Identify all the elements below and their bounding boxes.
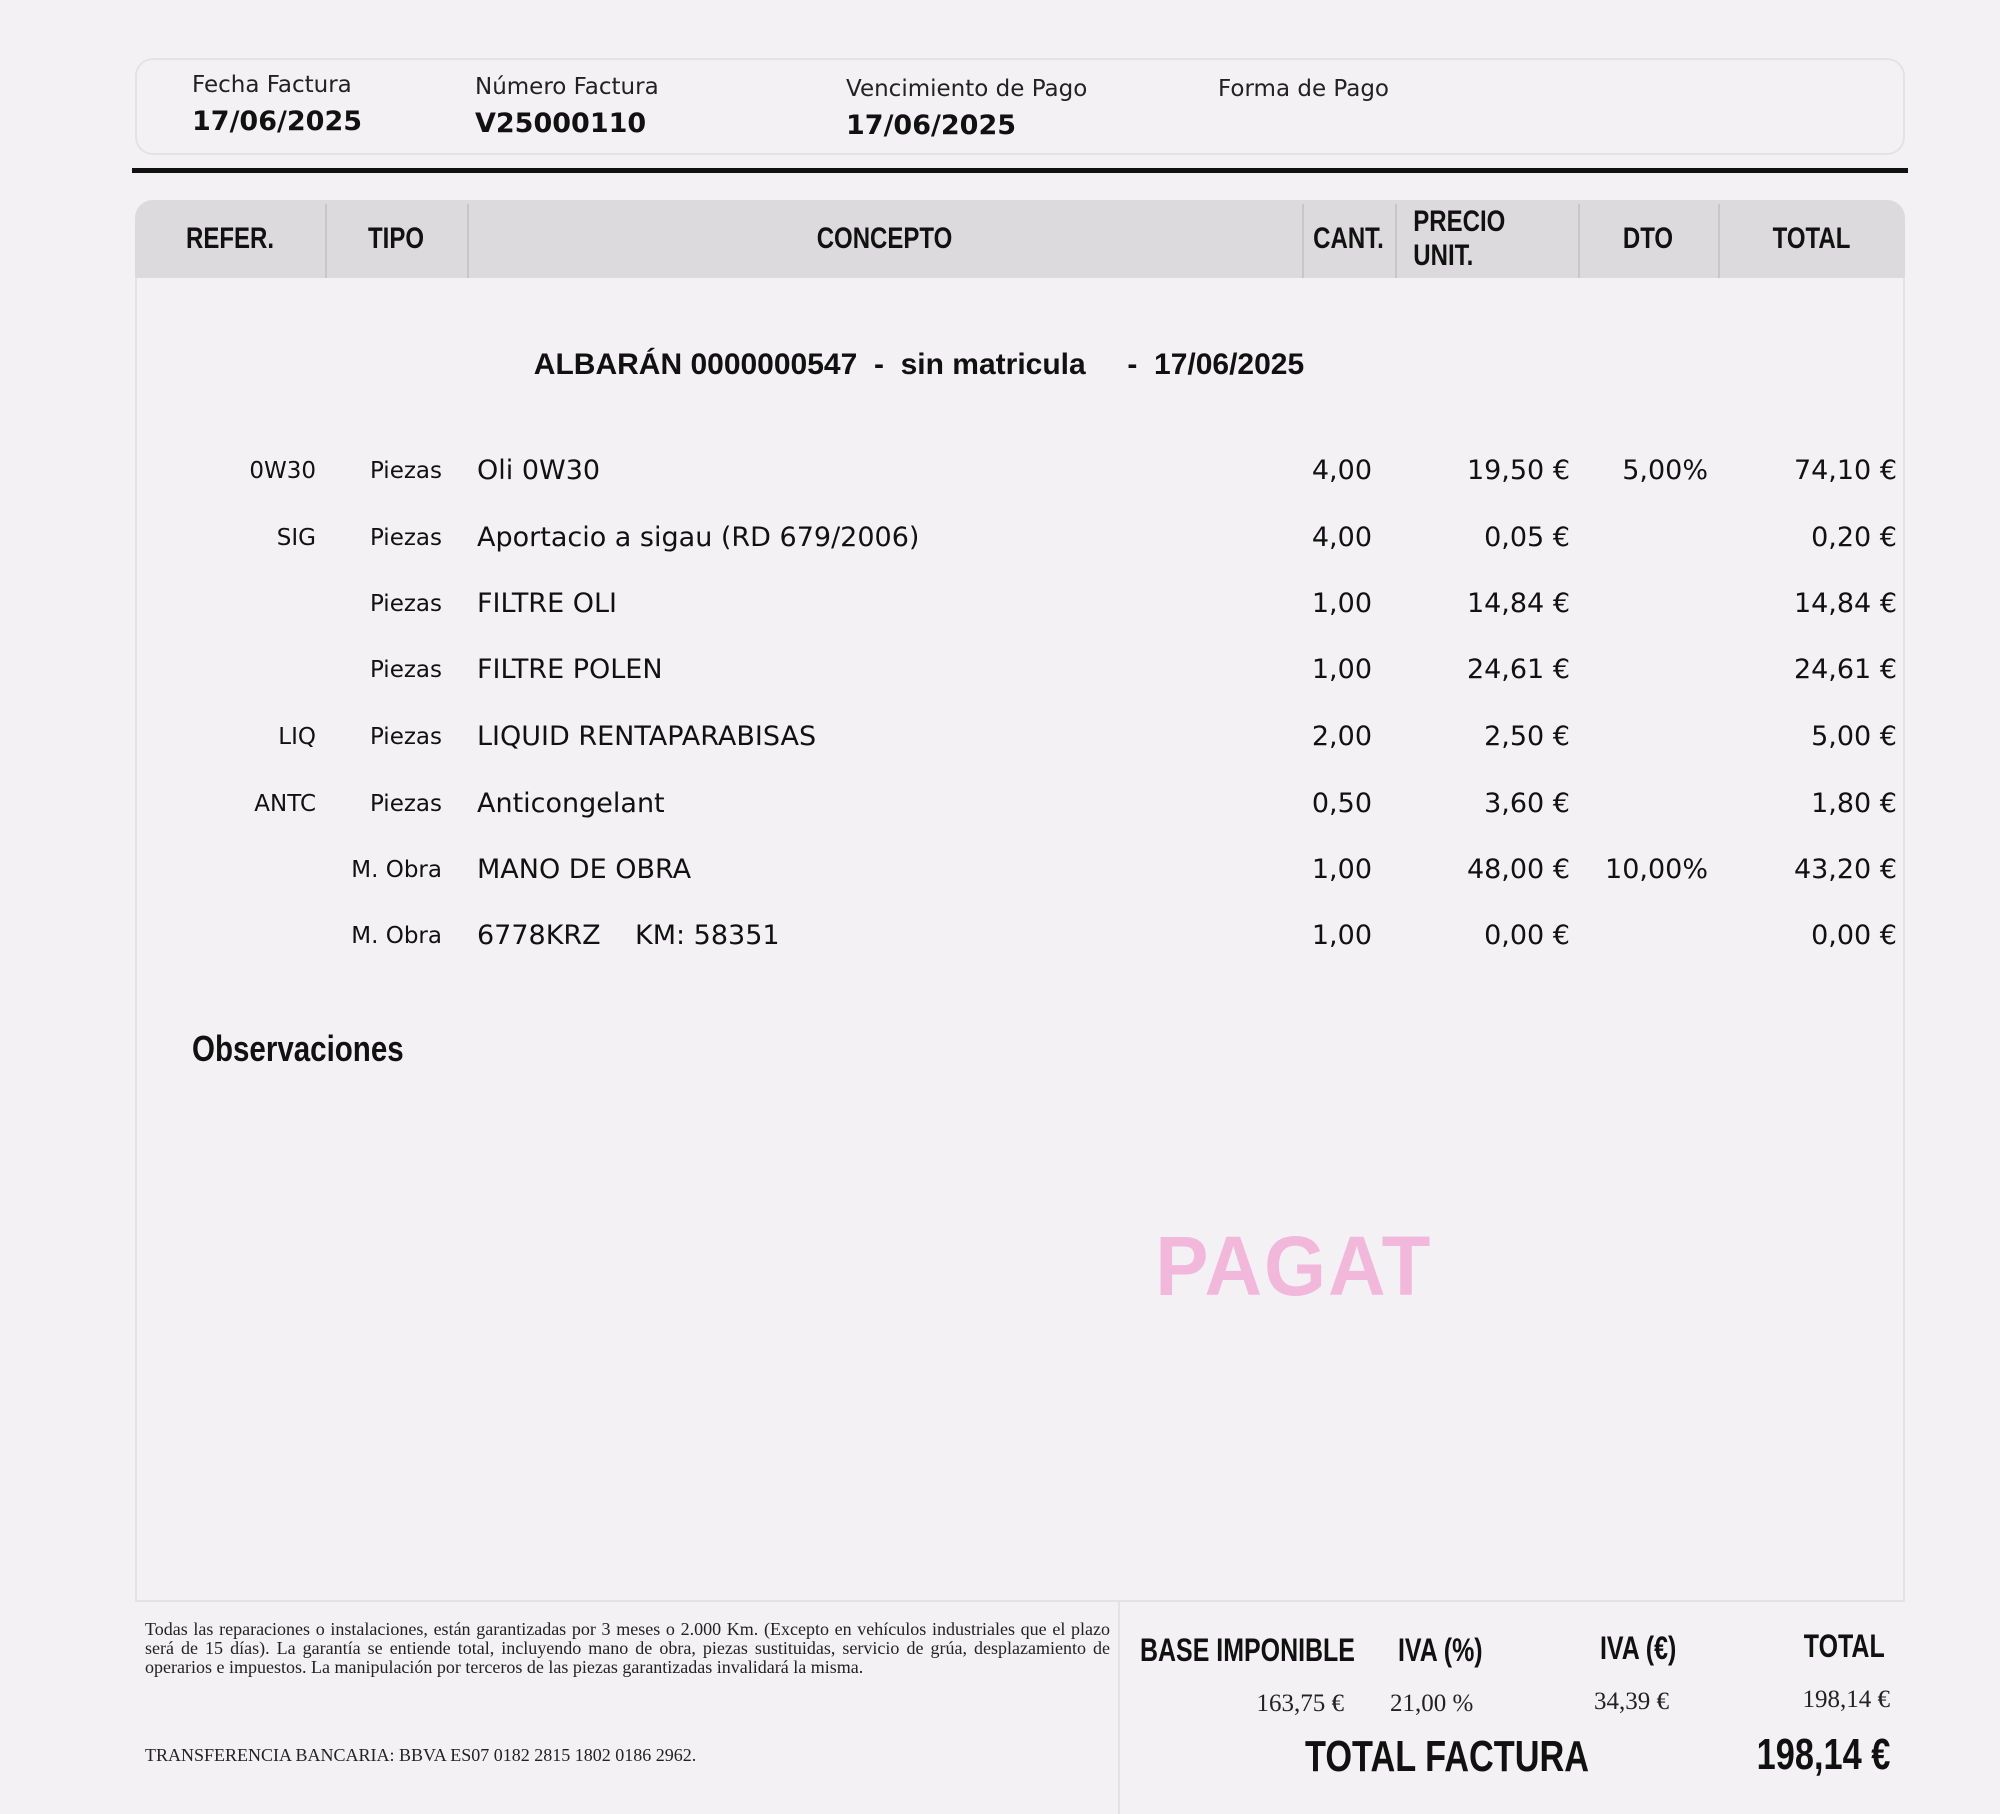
- row-ref: 0W30: [249, 458, 316, 484]
- column-divider: [1718, 204, 1720, 278]
- row-total: 1,80 €: [1811, 788, 1897, 819]
- row-precio: 0,00 €: [1484, 920, 1570, 951]
- row-precio: 48,00 €: [1466, 854, 1570, 885]
- row-cant: 1,00: [1311, 854, 1372, 885]
- row-cant: 1,00: [1311, 654, 1372, 685]
- numero-label: Número Factura: [475, 74, 659, 100]
- row-concepto: MANO DE OBRA: [477, 854, 692, 885]
- column-divider: [1302, 204, 1304, 278]
- albaran-line: ALBARÁN 0000000547 - sin matricula - 17/…: [533, 348, 1305, 381]
- items-table: [135, 200, 1905, 1602]
- row-ref: SIG: [276, 525, 316, 551]
- summary-box: [1118, 1600, 1905, 1814]
- vencimiento-value: 17/06/2025: [846, 110, 1017, 141]
- row-concepto: FILTRE POLEN: [477, 654, 663, 685]
- row-ref: LIQ: [278, 724, 316, 750]
- row-tipo: M. Obra: [351, 857, 442, 883]
- row-precio: 2,50 €: [1484, 721, 1570, 752]
- total-value: 198,14 €: [1802, 1686, 1891, 1713]
- row-dto: 10,00%: [1605, 854, 1708, 885]
- row-cant: 1,00: [1311, 588, 1372, 619]
- row-concepto: 6778KRZ KM: 58351: [477, 920, 780, 951]
- iva-pct-value: 21,00 %: [1390, 1690, 1474, 1717]
- total-label: TOTAL: [1804, 1628, 1885, 1664]
- row-total: 43,20 €: [1793, 854, 1897, 885]
- row-cant: 4,00: [1311, 455, 1372, 486]
- numero-value: V25000110: [475, 108, 647, 139]
- row-concepto: LIQUID RENTAPARABISAS: [477, 721, 817, 752]
- iva-eur-label: IVA (€): [1600, 1630, 1677, 1666]
- row-cant: 2,00: [1311, 721, 1372, 752]
- row-tipo: Piezas: [369, 458, 442, 484]
- vencimiento-label: Vencimiento de Pago: [846, 76, 1088, 102]
- invoice-header-box: [135, 58, 1905, 155]
- iva-eur-value: 34,39 €: [1594, 1688, 1669, 1715]
- row-tipo: Piezas: [369, 657, 442, 683]
- row-tipo: Piezas: [369, 525, 442, 551]
- row-total: 14,84 €: [1793, 588, 1897, 619]
- column-divider: [467, 204, 469, 278]
- row-concepto: Oli 0W30: [477, 455, 601, 486]
- row-ref: ANTC: [254, 791, 316, 817]
- fecha-label: Fecha Factura: [192, 72, 352, 98]
- observaciones-label: Observaciones: [192, 1028, 404, 1069]
- iva-pct-label: IVA (%): [1398, 1632, 1483, 1668]
- row-tipo: M. Obra: [351, 923, 442, 949]
- row-concepto: Aportacio a sigau (RD 679/2006): [477, 522, 920, 553]
- row-precio: 3,60 €: [1484, 788, 1570, 819]
- row-concepto: FILTRE OLI: [477, 588, 617, 619]
- row-total: 74,10 €: [1793, 455, 1897, 486]
- total-factura-value: 198,14 €: [1756, 1730, 1890, 1779]
- paid-stamp: PAGAT: [1155, 1219, 1433, 1313]
- row-total: 0,20 €: [1811, 522, 1897, 553]
- column-header: PRECIO UNIT.: [1413, 205, 1506, 272]
- row-tipo: Piezas: [369, 724, 442, 750]
- row-precio: 19,50 €: [1466, 455, 1570, 486]
- row-tipo: Piezas: [369, 591, 442, 617]
- column-header: REFER.: [185, 222, 274, 255]
- row-tipo: Piezas: [369, 791, 442, 817]
- row-total: 0,00 €: [1811, 920, 1897, 951]
- fecha-value: 17/06/2025: [192, 106, 363, 137]
- column-header: DTO: [1622, 222, 1674, 255]
- column-header: TOTAL: [1772, 222, 1851, 255]
- row-total: 5,00 €: [1811, 721, 1897, 752]
- column-header: TIPO: [367, 222, 424, 255]
- row-precio: 24,61 €: [1466, 654, 1570, 685]
- column-divider: [325, 204, 327, 278]
- bank-transfer: TRANSFERENCIA BANCARIA: BBVA ES07 0182 2…: [145, 1745, 697, 1765]
- row-precio: 14,84 €: [1466, 588, 1570, 619]
- base-value: 163,75 €: [1256, 1690, 1345, 1717]
- row-cant: 0,50: [1311, 788, 1372, 819]
- row-precio: 0,05 €: [1484, 522, 1570, 553]
- table-header: [135, 200, 1905, 278]
- row-dto: 5,00%: [1622, 455, 1708, 486]
- column-divider: [1395, 204, 1397, 278]
- row-total: 24,61 €: [1793, 654, 1897, 685]
- divider: [132, 168, 1908, 173]
- column-header: CANT.: [1313, 222, 1384, 255]
- column-divider: [1578, 204, 1580, 278]
- row-concepto: Anticongelant: [477, 788, 665, 819]
- row-cant: 1,00: [1311, 920, 1372, 951]
- base-label: BASE IMPONIBLE: [1140, 1632, 1355, 1668]
- column-header: CONCEPTO: [816, 222, 953, 255]
- row-cant: 4,00: [1311, 522, 1372, 553]
- forma-label: Forma de Pago: [1218, 76, 1390, 102]
- warranty-text: Todas las reparaciones o instalaciones, …: [145, 1619, 1110, 1677]
- total-factura-label: TOTAL FACTURA: [1305, 1732, 1590, 1781]
